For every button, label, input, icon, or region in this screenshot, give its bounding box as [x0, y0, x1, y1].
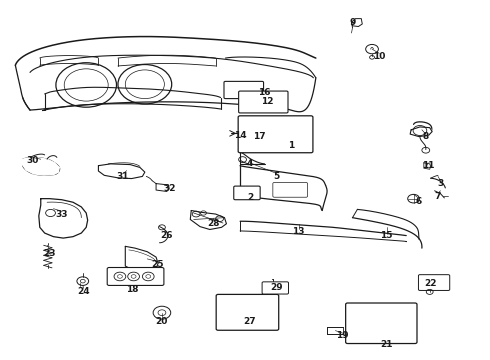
FancyBboxPatch shape: [418, 275, 450, 291]
Text: 2: 2: [247, 193, 253, 202]
FancyBboxPatch shape: [107, 267, 164, 285]
Text: 15: 15: [380, 231, 393, 240]
FancyBboxPatch shape: [262, 282, 289, 294]
Polygon shape: [351, 19, 362, 27]
Polygon shape: [424, 163, 431, 169]
Text: 32: 32: [163, 184, 175, 193]
Text: 27: 27: [244, 317, 256, 326]
Polygon shape: [156, 184, 169, 192]
Text: 16: 16: [258, 87, 271, 96]
Text: 13: 13: [293, 228, 305, 237]
Text: 25: 25: [151, 260, 163, 269]
Text: 20: 20: [156, 317, 168, 326]
Text: 11: 11: [422, 161, 435, 170]
FancyBboxPatch shape: [238, 116, 313, 153]
Text: 30: 30: [26, 156, 39, 165]
FancyBboxPatch shape: [239, 91, 288, 113]
Text: 3: 3: [437, 179, 443, 188]
Text: 5: 5: [273, 172, 280, 181]
Text: 22: 22: [424, 279, 437, 288]
Text: 33: 33: [55, 210, 68, 219]
Text: 21: 21: [380, 341, 393, 350]
Polygon shape: [39, 199, 88, 238]
Text: 28: 28: [207, 219, 220, 228]
Text: 19: 19: [337, 332, 349, 341]
FancyBboxPatch shape: [345, 303, 417, 343]
Text: 8: 8: [423, 132, 429, 141]
FancyBboxPatch shape: [216, 294, 279, 330]
Text: 29: 29: [270, 283, 283, 292]
Text: 1: 1: [288, 141, 294, 150]
Text: 14: 14: [234, 131, 246, 140]
FancyBboxPatch shape: [224, 81, 264, 99]
Text: 10: 10: [373, 52, 386, 61]
Text: 31: 31: [117, 172, 129, 181]
Text: 7: 7: [435, 192, 441, 201]
Text: 24: 24: [77, 287, 90, 296]
Text: 4: 4: [246, 159, 253, 168]
FancyBboxPatch shape: [234, 186, 260, 200]
Polygon shape: [125, 246, 158, 273]
Text: 6: 6: [416, 197, 421, 206]
Text: 9: 9: [349, 18, 356, 27]
Polygon shape: [410, 127, 432, 136]
Text: 17: 17: [253, 132, 266, 141]
Text: 18: 18: [126, 285, 139, 294]
Polygon shape: [190, 211, 226, 229]
Text: 23: 23: [43, 249, 56, 258]
FancyBboxPatch shape: [249, 129, 274, 139]
Polygon shape: [98, 164, 145, 179]
Polygon shape: [23, 158, 59, 175]
Text: 12: 12: [261, 96, 273, 105]
Text: 26: 26: [161, 231, 173, 240]
